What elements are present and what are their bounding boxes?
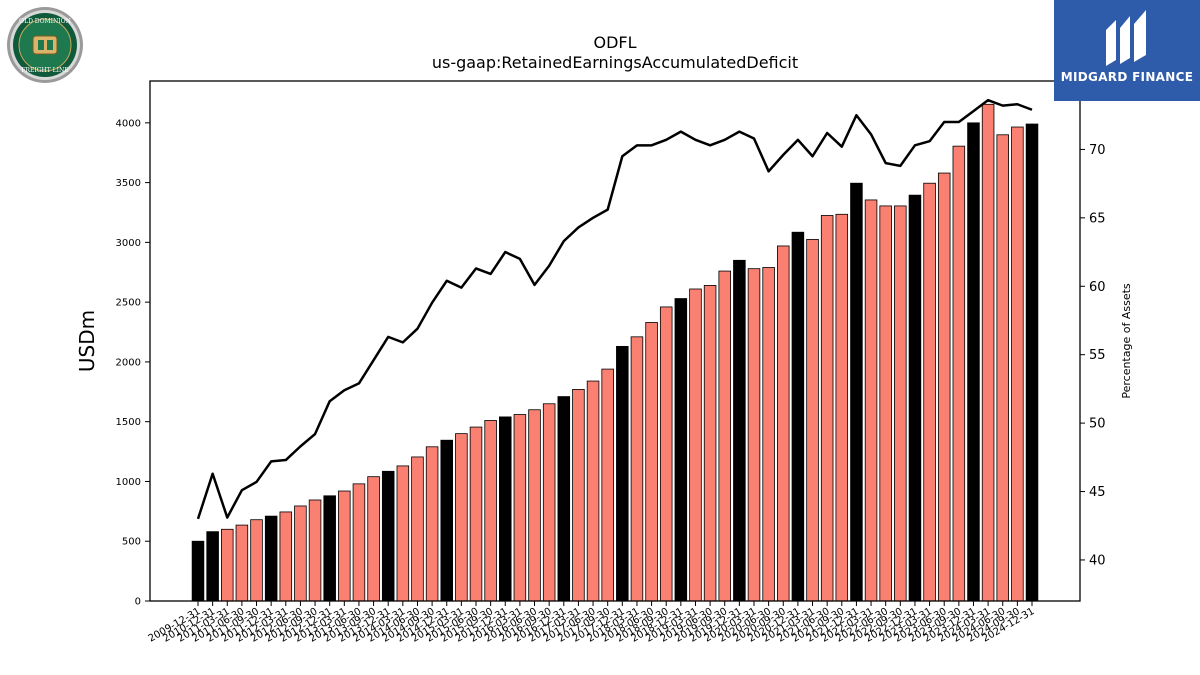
bar-2012-03-31 [279,511,293,602]
bar-2017-03-31 [572,389,585,602]
bar-2019-03-31 [689,288,702,602]
bar-2011-09-30 [250,519,263,602]
bar-2013-03-31 [338,490,351,602]
chart-subtitle: us-gaap:RetainedEarningsAccumulatedDefic… [432,53,798,72]
bar-2013-09-30 [367,476,380,602]
bar-2016-03-31 [513,414,527,602]
left-y-tick-label: 4000 [116,118,141,129]
left-y-axis: 0 500 1000 1500 2000 2500 3000 3500 4000 [116,118,150,608]
bar-2013-12-31 [381,470,395,602]
plot-area-frame [149,80,1081,602]
bar-2024-12-31 [1025,123,1039,602]
bar-2024-09-30 [1011,126,1024,602]
bar-2012-09-30 [308,499,322,602]
bar-2023-06-30 [937,172,951,602]
chart-title: ODFL [593,33,636,52]
logo-text-top: OLD DOMINION [19,18,71,25]
bar-2018-09-30 [659,306,673,602]
bar-2015-03-31 [455,433,468,602]
bar-2019-09-30 [718,270,731,602]
bar-2019-06-30 [703,285,717,602]
bar-2014-03-31 [396,465,410,602]
bar-2020-03-31 [747,268,761,602]
bar-2022-12-31 [908,194,922,602]
right-y-tick-label: 45 [1089,485,1106,500]
brand-name: MIDGARD FINANCE [1060,70,1194,84]
bar-2021-03-31 [806,238,819,602]
brand-mark-icon [1106,10,1146,66]
bar-2018-06-30 [645,322,658,602]
bar-2018-03-31 [630,336,644,602]
company-logo: OLD DOMINION FREIGHT LINE [6,6,84,84]
bar-2024-06-30 [996,134,1009,602]
bar-2020-06-30 [762,267,775,602]
bar-2014-09-30 [425,446,439,602]
right-y-tick-label: 55 [1089,348,1106,363]
left-y-tick-label: 1000 [116,477,141,488]
bar-2011-03-31 [221,528,234,602]
bar-2019-12-31 [733,259,746,602]
right-y-tick-label: 65 [1089,211,1106,226]
bar-2022-06-30 [879,205,892,602]
line-series [196,98,1033,520]
bar-2023-03-31 [923,182,936,602]
left-y-tick-label: 1500 [116,417,141,428]
left-y-tick-label: 2500 [116,298,141,309]
bar-2021-09-30 [835,213,849,602]
left-y-tick-label: 0 [135,597,141,608]
bar-2015-09-30 [484,420,497,602]
bar-2021-06-30 [820,215,834,602]
left-y-tick-label: 3500 [116,178,141,189]
bar-2017-09-30 [601,368,614,602]
bar-2021-12-31 [850,182,863,602]
bar-2020-12-31 [791,231,805,602]
bar-2016-12-31 [557,396,571,602]
bar-series [191,103,1039,602]
left-y-axis-label: USDm [75,310,99,372]
bar-2023-12-31 [967,122,980,602]
bar-2009-12-31 [191,540,205,602]
left-y-tick-label: 3000 [116,238,141,249]
bar-2016-09-30 [542,403,556,602]
bar-2015-06-30 [469,426,483,602]
right-y-tick-label: 70 [1089,143,1106,158]
bar-2011-12-31 [264,515,278,602]
bar-2014-06-30 [411,456,424,602]
right-y-tick-label: 40 [1089,553,1106,568]
right-y-axis: 40 45 50 55 60 65 70 [1080,143,1106,568]
bar-2024-03-31 [981,103,995,602]
bar-2012-06-30 [294,505,307,602]
logo-text-bottom: FREIGHT LINE [21,67,68,74]
left-y-tick-label: 500 [122,537,141,548]
bar-2014-12-31 [440,439,453,602]
bar-2011-06-30 [235,524,249,602]
right-y-tick-label: 50 [1089,417,1106,432]
bar-2010-12-31 [206,531,219,602]
bar-2013-06-30 [352,483,366,602]
right-y-tick-label: 60 [1089,280,1106,295]
right-y-axis-label: Percentage of Assets [1120,283,1133,399]
bar-2017-12-31 [616,345,629,602]
bar-2020-09-30 [777,245,790,602]
brand-logo: MIDGARD FINANCE [1054,0,1200,101]
bar-2022-09-30 [894,205,907,602]
bar-2023-09-30 [952,145,966,602]
bar-2018-12-31 [674,298,688,602]
bar-2015-12-31 [499,416,512,602]
bar-2012-12-31 [323,495,336,602]
bar-2022-03-31 [864,199,878,602]
percentage-of-assets-line [196,98,1033,520]
x-axis: 2009-12-312010-12-312011-03-312011-06-30… [147,601,1037,645]
bar-2016-06-30 [528,409,541,602]
bar-2017-06-30 [586,380,600,602]
left-y-tick-label: 2000 [116,357,141,368]
